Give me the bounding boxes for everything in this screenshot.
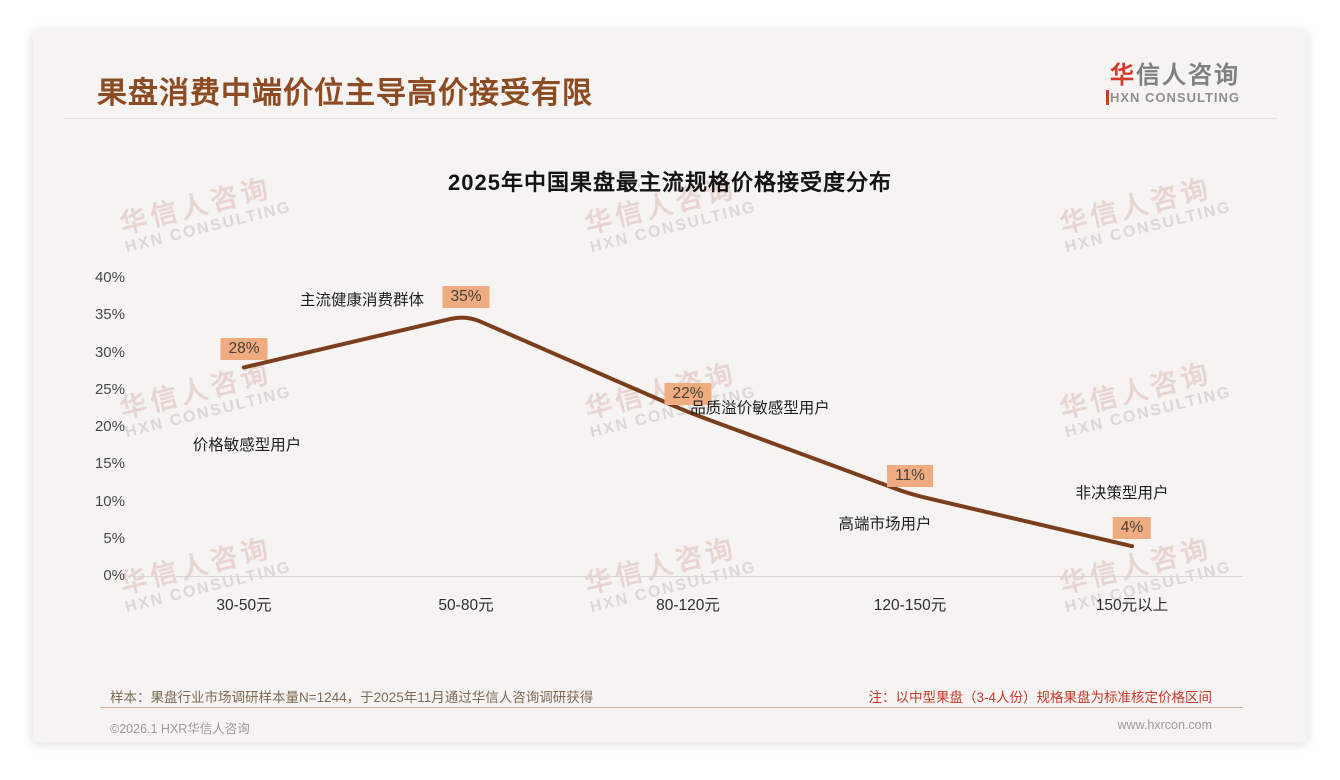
- chart-title: 2025年中国果盘最主流规格价格接受度分布: [448, 170, 892, 195]
- x-axis-label: 50-80元: [438, 597, 494, 614]
- brand-logo: 华信人咨询 HXN CONSULTING: [1105, 62, 1240, 106]
- footer-copyright: ©2026.1 HXR华信人咨询: [110, 722, 250, 736]
- y-tick-label: 15%: [94, 455, 125, 473]
- data-point-badge: 4%: [1112, 517, 1152, 540]
- brand-logo-chars: 信人咨询: [1136, 62, 1240, 89]
- brand-logo-chinese: 华信人咨询: [1106, 62, 1240, 90]
- annotation-label: 非决策型用户: [1075, 485, 1169, 502]
- annotation-label: 高端市场用户: [838, 516, 932, 533]
- data-point-badge: 22%: [664, 383, 712, 406]
- header-divider: [63, 118, 1277, 119]
- brand-logo-en-first: H: [1105, 90, 1121, 105]
- x-axis-label: 80-120元: [656, 597, 720, 614]
- annotation-label: 主流健康消费群体: [299, 292, 425, 309]
- line-chart-svg: [242, 315, 1134, 549]
- annotation-label: 品质溢价敏感型用户: [690, 400, 830, 417]
- data-point-badge: 35%: [442, 286, 490, 309]
- brand-logo-accent-char: 华: [1110, 62, 1136, 89]
- line-series: [242, 315, 1134, 549]
- y-tick-label: 30%: [94, 343, 125, 361]
- y-tick-label: 10%: [94, 492, 125, 510]
- page-title: 果盘消费中端价位主导高价接受有限: [97, 77, 593, 110]
- x-axis-label: 30-50元: [216, 597, 272, 614]
- line-chart: 40% 35% 30% 25% 20% 15% 10% 5% 0% 30-50元 50-80元 80-…: [33, 30, 1307, 742]
- method-note: 注：以中型果盘（3-4人份）规格果盘为标准核定价格区间: [868, 690, 1212, 705]
- y-tick-label: 35%: [94, 306, 125, 324]
- footer-divider: [100, 707, 1243, 708]
- brand-logo-en-rest: XN CONSULTING: [1120, 90, 1240, 105]
- x-axis-label: 150元以上: [1095, 597, 1169, 614]
- x-axis-line: [133, 576, 1243, 577]
- x-axis-label: 120-150元: [873, 597, 947, 614]
- annotation-label: 价格敏感型用户: [192, 437, 302, 454]
- report-card: 华信人咨询 HXN CONSULTING 华信人咨询 HXN CONSULTING 华信…: [33, 30, 1307, 742]
- footer-website: www.hxrcon.com: [1117, 718, 1212, 732]
- data-point-badge: 28%: [220, 338, 268, 361]
- y-tick-label: 0%: [103, 567, 125, 584]
- brand-logo-english: HXN CONSULTING: [1105, 90, 1240, 106]
- y-tick-label: 20%: [94, 418, 125, 435]
- y-tick-label: 25%: [94, 380, 125, 398]
- data-point-badge: 11%: [887, 465, 933, 488]
- sample-note: 样本：果盘行业市场调研样本量N=1244，于2025年11月通过华信人咨询调研获…: [110, 690, 594, 705]
- y-tick-label: 5%: [103, 529, 125, 547]
- y-tick-label: 40%: [94, 269, 125, 286]
